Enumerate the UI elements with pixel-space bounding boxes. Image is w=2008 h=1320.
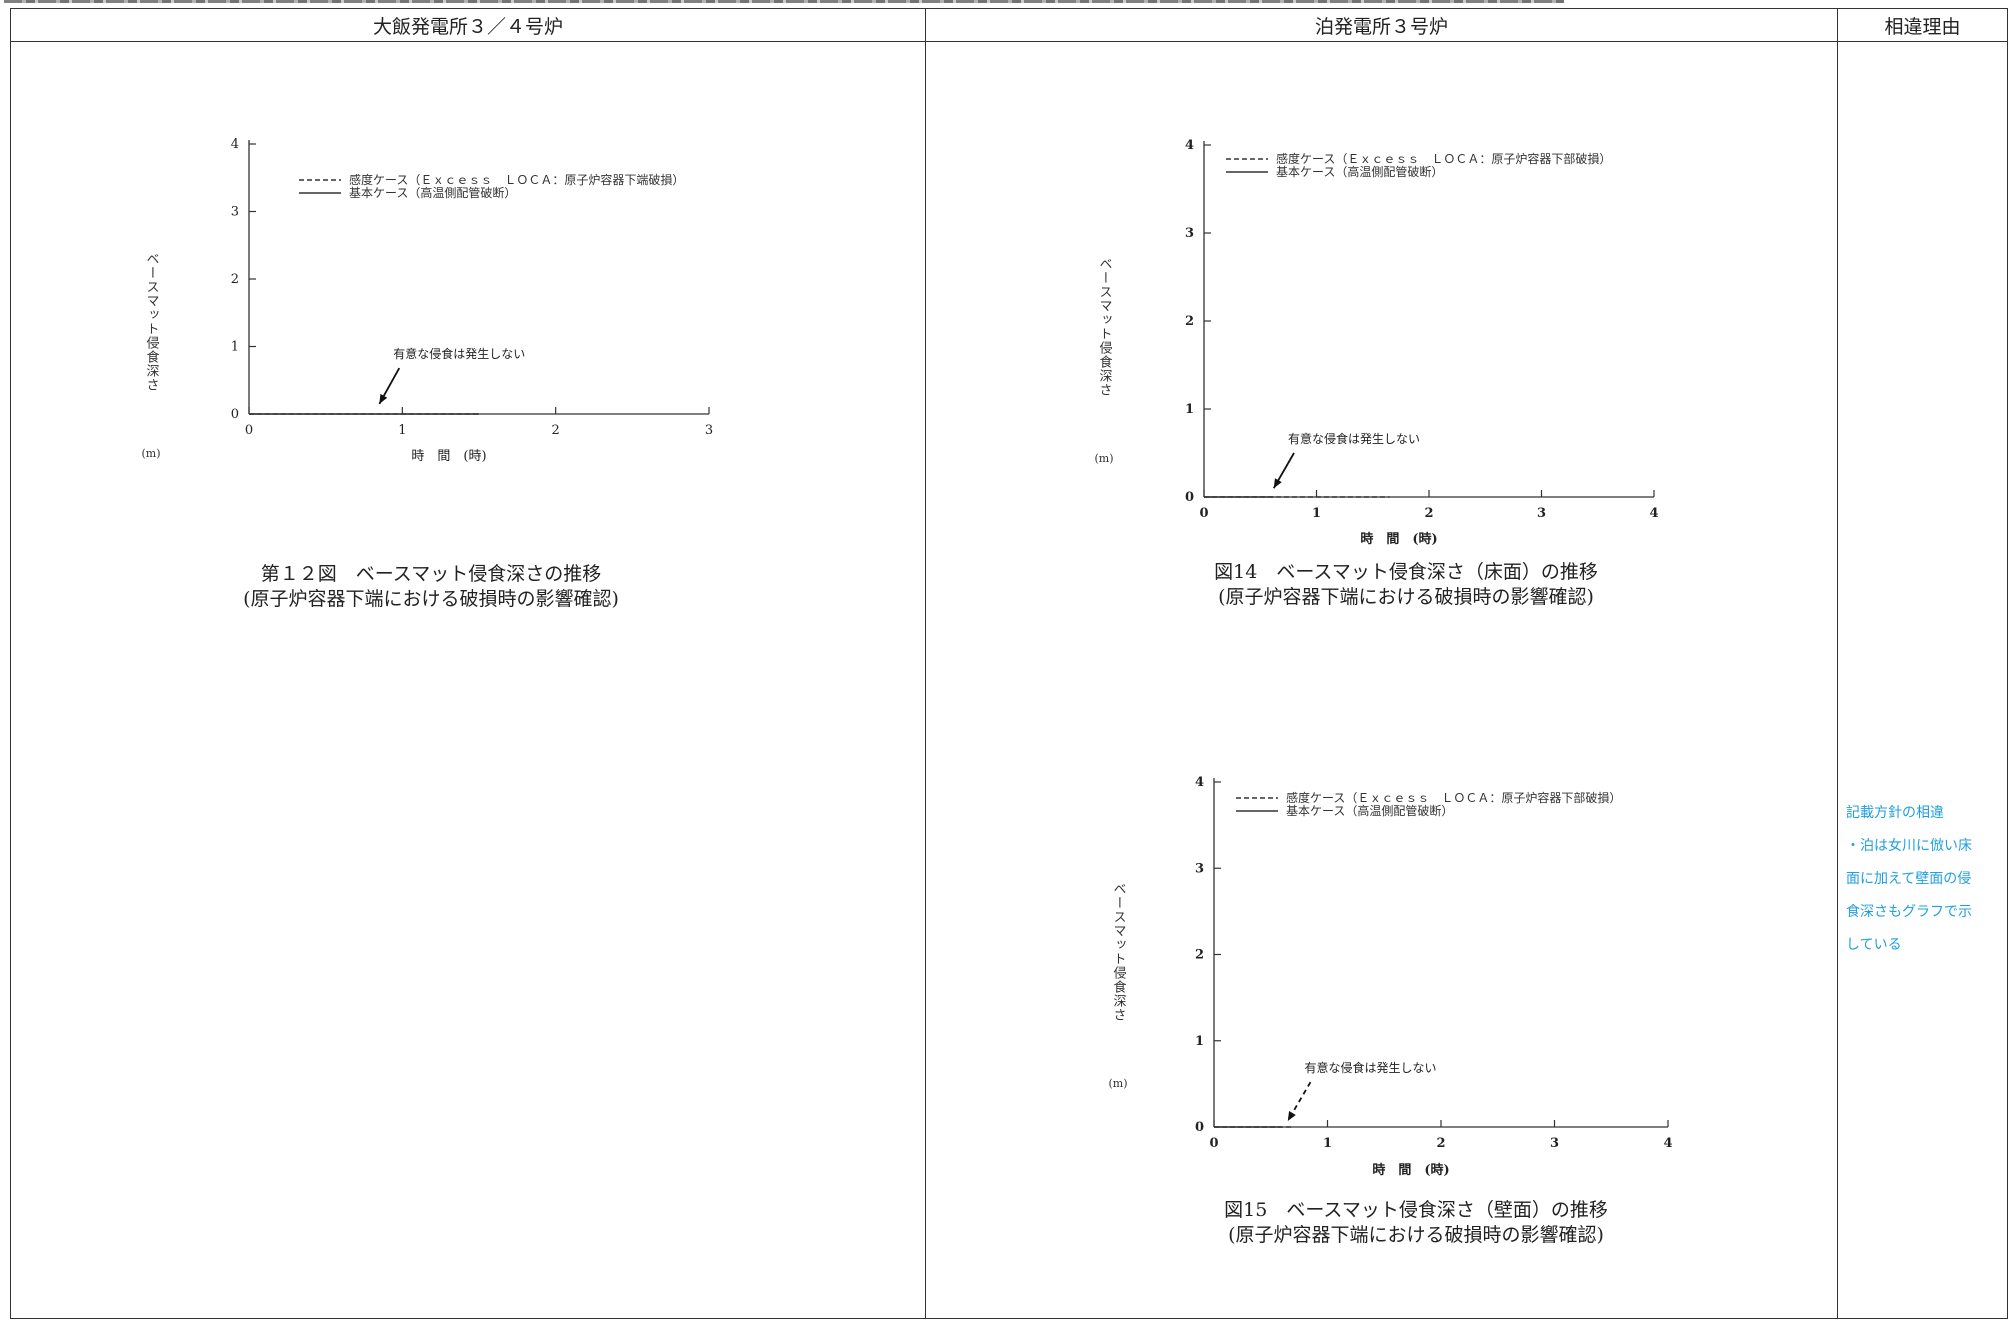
chart-ohi-basemat-erosion: 0 1 2 3 4 0 1 2 3 感度ケース（Ｅｘｃｅｓｓ ＬＯＣＡ：原子炉容器下端破損）基本ケ…	[141, 137, 713, 464]
y-tick-label: 3	[1185, 226, 1194, 241]
annotation-arrowhead	[379, 393, 388, 404]
cell-ohi: 0 1 2 3 4 0 1 2 3 感度ケース（Ｅｘｃｅｓｓ ＬＯＣＡ：原子炉容器下端破損） 基本ケ…	[10, 41, 926, 1319]
x-axis-label: 時 間 (時)	[1372, 1162, 1449, 1178]
y-tick-label: 0	[1185, 490, 1194, 505]
caption-line-1: 図15 ベースマット侵食深さ（壁面）の推移	[1224, 1199, 1608, 1221]
header-tomari: 泊発電所３号炉	[925, 8, 1838, 42]
x-tick-label: 1	[1312, 506, 1321, 521]
x-tick-label: 3	[1537, 506, 1546, 521]
y-tick-label: 1	[1185, 402, 1194, 417]
y-axis-unit: (m)	[1108, 1077, 1127, 1090]
y-tick-label: 0	[1195, 1120, 1204, 1135]
x-axis-label: 時 間 (時)	[411, 449, 486, 464]
y-tick-label: 2	[1185, 314, 1194, 329]
annotation-arrowhead	[1287, 1111, 1296, 1121]
y-tick-label: 1	[231, 340, 239, 355]
x-tick-label: 0	[245, 423, 253, 438]
x-tick-label: 1	[398, 423, 406, 438]
x-tick-label: 0	[1199, 506, 1208, 521]
legend-label: 基本ケース（高温側配管破断）	[1276, 164, 1443, 179]
difference-reason-note: 記載方針の相違・泊は女川に倣い床 面に加えて壁面の侵 食深さもグラフで示 している	[1846, 797, 1996, 962]
legend-label: 感度ケース（Ｅｘｃｅｓｓ ＬＯＣＡ：原子炉容器下部破損）	[1286, 790, 1621, 805]
note-line: 食深さもグラフで示	[1846, 904, 1972, 920]
caption-line-2: (原子炉容器下端における破損時の影響確認)	[1228, 1224, 1604, 1246]
x-tick-label: 2	[1424, 506, 1433, 521]
y-tick-label: 2	[1195, 948, 1204, 963]
x-tick-label: 4	[1649, 506, 1658, 521]
x-tick-label: 3	[1550, 1136, 1559, 1151]
cropped-header-text	[4, 0, 1604, 8]
y-tick-label: 4	[1195, 775, 1204, 790]
legend-label: 基本ケース（高温側配管破断）	[349, 185, 516, 200]
x-tick-label: 3	[705, 423, 713, 438]
header-ohi: 大飯発電所３／４号炉	[10, 8, 926, 42]
x-tick-label: 1	[1323, 1136, 1332, 1151]
annotation-label: 有意な侵食は発生しない	[1288, 431, 1420, 446]
caption-ohi-fig12: 第１２図 ベースマット侵食深さの推移 (原子炉容器下端における破損時の影響確認)	[171, 562, 691, 612]
cell-reason: 記載方針の相違・泊は女川に倣い床 面に加えて壁面の侵 食深さもグラフで示 している	[1837, 41, 2008, 1319]
x-axis-label: 時 間 (時)	[1360, 531, 1437, 547]
header-reason: 相違理由	[1837, 8, 2008, 42]
y-axis-unit: (m)	[1094, 452, 1113, 465]
y-tick-label: 0	[231, 407, 239, 422]
caption-line-2: (原子炉容器下端における破損時の影響確認)	[1218, 586, 1594, 608]
caption-line-1: 図14 ベースマット侵食深さ（床面）の推移	[1214, 561, 1598, 583]
y-tick-label: 4	[1185, 138, 1194, 153]
legend-label: 感度ケース（Ｅｘｃｅｓｓ ＬＯＣＡ：原子炉容器下端破損）	[349, 172, 684, 187]
caption-line-2: (原子炉容器下端における破損時の影響確認)	[243, 588, 619, 610]
note-line: 記載方針の相違	[1846, 805, 1944, 821]
note-line: ・泊は女川に倣い床	[1846, 838, 1972, 854]
cell-tomari: 0 1 2 3 4 0 1 2 3 4 感度ケース（Ｅｘｃｅｓｓ ＬＯＣＡ：原子炉容器下部破損） 基本…	[925, 41, 1838, 1319]
y-tick-label: 1	[1195, 1034, 1204, 1049]
y-axis-label: ベースマット侵食深さ	[1097, 257, 1113, 397]
annotation-arrowhead	[1273, 478, 1282, 489]
y-tick-label: 3	[231, 205, 239, 220]
note-line: 面に加えて壁面の侵	[1846, 871, 1972, 887]
y-axis-label: ベースマット侵食深さ	[144, 252, 160, 392]
y-tick-label: 3	[1195, 861, 1204, 876]
annotation-label: 有意な侵食は発生しない	[393, 346, 525, 361]
y-tick-label: 2	[231, 272, 239, 287]
x-tick-label: 2	[1436, 1136, 1445, 1151]
caption-tomari-fig14: 図14 ベースマット侵食深さ（床面）の推移 (原子炉容器下端における破損時の影響…	[1126, 560, 1686, 610]
y-axis-label: ベースマット侵食深さ	[1111, 882, 1127, 1022]
y-axis-unit: (m)	[141, 447, 160, 460]
x-tick-label: 4	[1663, 1136, 1672, 1151]
chart-tomari-wall-erosion: 0 1 2 3 4 0 1 2 3 4 感度ケース（Ｅｘｃｅｓｓ ＬＯＣＡ：原子炉容器下部破損）基本…	[1108, 775, 1672, 1178]
legend-label: 基本ケース（高温側配管破断）	[1286, 803, 1453, 818]
x-tick-label: 0	[1209, 1136, 1218, 1151]
caption-tomari-fig15: 図15 ベースマット侵食深さ（壁面）の推移 (原子炉容器下端における破損時の影響…	[1136, 1198, 1696, 1248]
comparison-table: 大飯発電所３／４号炉 泊発電所３号炉 相違理由 0 1 2 3 4 0 1 2 3 感度ケース（Ｅ…	[10, 8, 2008, 1319]
y-tick-label: 4	[231, 137, 239, 152]
note-line: している	[1846, 937, 1902, 953]
caption-line-1: 第１２図 ベースマット侵食深さの推移	[260, 563, 602, 585]
annotation-label: 有意な侵食は発生しない	[1304, 1060, 1436, 1075]
legend-label: 感度ケース（Ｅｘｃｅｓｓ ＬＯＣＡ：原子炉容器下部破損）	[1276, 151, 1611, 166]
x-tick-label: 2	[552, 423, 560, 438]
chart-tomari-floor-erosion: 0 1 2 3 4 0 1 2 3 4 感度ケース（Ｅｘｃｅｓｓ ＬＯＣＡ：原子炉容器下部破損）基本…	[1094, 138, 1658, 547]
